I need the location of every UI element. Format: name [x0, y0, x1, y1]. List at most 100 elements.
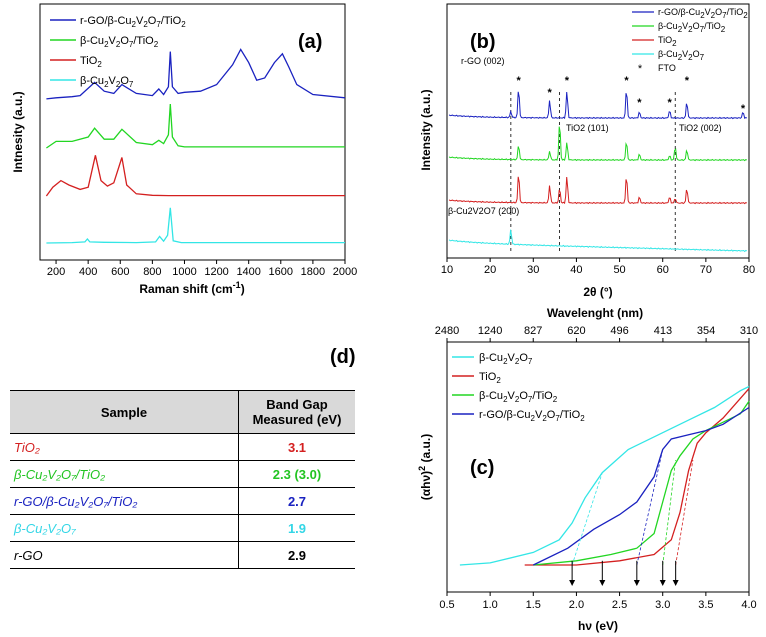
b-legend-label: TiO2 [658, 35, 677, 48]
chart-c-x-ticks: 0.5 1.0 1.5 2.0 2.5 3.0 3.5 4.0 [439, 592, 757, 611]
c-legend-label: r-GO/β-Cu2V2O7/TiO2 [479, 409, 585, 423]
a-series-line [46, 103, 345, 149]
chart-c-top-ticks: 2480 1240 827 620 496 413 354 310 [435, 325, 758, 342]
band-gap-cell: 2.3 (3.0) [238, 460, 355, 488]
b-series-line [448, 229, 747, 253]
b-tick-label: 30 [527, 264, 539, 276]
annotation-tio2-101: TiO2 (101) [566, 123, 609, 133]
header-sample: Sample [10, 390, 239, 434]
c-top-tick-label: 310 [740, 325, 758, 337]
b-tick-label: 20 [484, 264, 496, 276]
c-band-gap-arrowhead [569, 580, 576, 586]
annotation-tio2-002: TiO2 (002) [679, 123, 722, 133]
sample-cell: TiO₂ [10, 433, 239, 461]
a-tick-label: 1400 [236, 266, 260, 278]
chart-b-legend: r-GO/β-Cu2V2O7/TiO2β-Cu2V2O7/TiO2TiO2β-C… [632, 7, 748, 75]
chart-a-xlabel: Raman shift (cm-1) [139, 280, 244, 296]
b-series-line [448, 176, 747, 205]
a-series-line [45, 155, 345, 197]
panel-label-d: (d) [330, 346, 356, 368]
chart-c-series [459, 385, 750, 586]
a-series-line [46, 207, 345, 244]
chart-b-ylabel: Intensity (a.u.) [419, 89, 433, 170]
b-legend-label: β-Cu2V2O7/TiO2 [658, 21, 726, 34]
b-tick-label: 60 [657, 264, 669, 276]
table-row: TiO₂ 3.1 [10, 433, 355, 461]
b-legend-label: r-GO/β-Cu2V2O7/TiO2 [658, 7, 748, 20]
b-fto-mark: * [667, 97, 672, 109]
b-tick-label: 80 [743, 264, 755, 276]
c-tangent-line [571, 472, 603, 566]
b-legend-swatch: * [638, 63, 643, 75]
b-series-line [448, 126, 747, 162]
c-legend-label: β-Cu2V2O7 [479, 352, 533, 366]
c-tick-label: 3.0 [655, 599, 670, 611]
b-series-line [448, 91, 747, 120]
a-series-line [46, 48, 346, 100]
b-fto-mark: * [741, 103, 746, 115]
c-tick-label: 2.5 [612, 599, 627, 611]
chart-b-xlabel: 2θ (°) [583, 285, 612, 299]
c-band-gap-arrowhead [599, 580, 606, 586]
a-tick-label: 200 [47, 266, 65, 278]
chart-a-ylabel: Intnesity (a.u.) [11, 91, 25, 172]
c-top-tick-label: 2480 [435, 325, 459, 337]
a-tick-label: 600 [111, 266, 129, 278]
annotation-rgo-002: r-GO (002) [461, 56, 505, 66]
b-tick-label: 70 [700, 264, 712, 276]
table-row: r-GO/β-Cu₂V₂O₇/TiO₂ 2.7 [10, 487, 355, 515]
c-tick-label: 0.5 [439, 599, 454, 611]
annotation-bcvo-200: β-Cu2V2O7 (200) [448, 206, 519, 216]
c-tick-label: 4.0 [741, 599, 756, 611]
b-legend-label: FTO [658, 63, 676, 73]
c-top-tick-label: 496 [610, 325, 628, 337]
sample-cell: r-GO [10, 541, 239, 569]
b-legend-label: β-Cu2V2O7 [658, 49, 705, 62]
band-gap-cell: 2.7 [238, 487, 355, 515]
c-top-tick-label: 620 [567, 325, 585, 337]
a-tick-label: 800 [143, 266, 161, 278]
c-top-tick-label: 413 [654, 325, 672, 337]
c-series-line [533, 400, 750, 566]
c-legend-label: β-Cu2V2O7/TiO2 [479, 390, 558, 404]
c-tick-label: 1.0 [482, 599, 497, 611]
c-tangent-line [675, 459, 694, 566]
chart-a-series [45, 48, 346, 244]
b-fto-mark: * [624, 75, 629, 87]
chart-c-top-label: Wavelenght (nm) [547, 306, 643, 320]
b-fto-mark: * [548, 87, 553, 99]
table-header-row: Sample Band Gap Measured (eV) [10, 390, 355, 434]
a-legend-label: β-Cu2V2O7/TiO2 [80, 35, 159, 49]
band-gap-cell: 3.1 [238, 433, 355, 461]
b-tick-label: 40 [570, 264, 582, 276]
c-series-line [533, 406, 750, 566]
c-tick-label: 1.5 [526, 599, 541, 611]
b-fto-mark: * [565, 75, 570, 87]
header-band-gap: Band Gap Measured (eV) [238, 390, 355, 434]
c-tick-label: 2.0 [569, 599, 584, 611]
chart-c-xlabel: hν (eV) [578, 619, 618, 633]
c-band-gap-arrowhead [633, 580, 640, 586]
sample-cell: β-Cu₂V₂O₇/TiO₂ [10, 460, 239, 488]
c-top-tick-label: 354 [697, 325, 715, 337]
c-band-gap-arrowhead [672, 580, 679, 586]
a-tick-label: 1200 [204, 266, 228, 278]
chart-c-legend: β-Cu2V2O7 TiO2 β-Cu2V2O7/TiO2 r-GO/β-Cu2V2O… [452, 352, 585, 423]
b-fto-mark: * [516, 75, 521, 87]
a-tick-label: 1000 [172, 266, 196, 278]
chart-b-frame [446, 3, 750, 259]
band-gap-table: Sample Band Gap Measured (eV) TiO₂ 3.1 β-C… [10, 390, 355, 569]
c-tangent-line [636, 449, 664, 566]
a-tick-label: 1600 [269, 266, 293, 278]
a-tick-label: 1800 [301, 266, 325, 278]
chart-c-ylabel: (αhν)2 (a.u.) [417, 434, 433, 500]
chart-b-series: * * * * * * * * [448, 75, 747, 253]
chart-a-frame [39, 3, 346, 261]
a-legend-label: β-Cu2V2O7 [80, 75, 134, 89]
b-fto-mark: * [685, 75, 690, 87]
table-row: r-GO 2.9 [10, 541, 355, 569]
panel-label-a: (a) [298, 31, 322, 53]
c-top-tick-label: 827 [524, 325, 542, 337]
chart-b-x-ticks: 10 20 30 40 50 60 70 80 [441, 258, 755, 276]
